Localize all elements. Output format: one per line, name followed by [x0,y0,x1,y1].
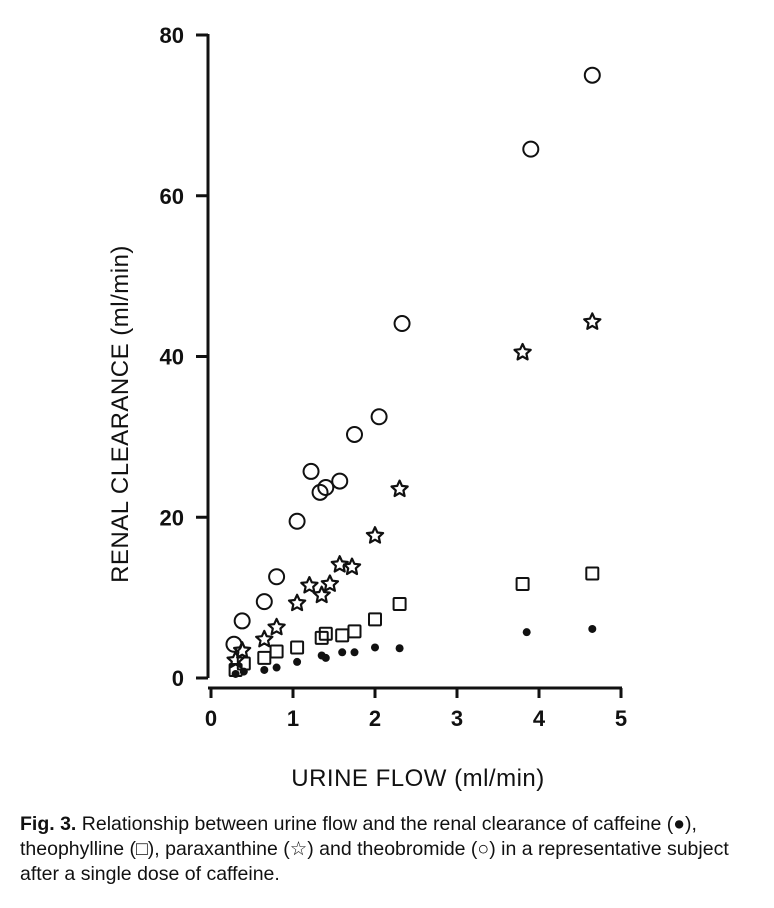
x-axis-title: URINE FLOW (ml/min) [291,765,544,792]
theophylline-point [257,650,272,665]
caption-text: Relationship between urine flow and the … [20,813,729,885]
caffeine-point [260,665,269,674]
data-points [225,66,602,678]
x-tick-label: 2 [369,706,381,731]
paraxanthine-point [342,557,362,576]
theophylline-point [314,630,329,645]
paraxanthine-point [583,312,602,330]
caffeine-point [338,648,347,657]
theophylline-point [335,628,350,643]
theobromide-point [393,315,411,333]
paraxanthine-point [267,617,286,636]
paraxanthine-point [513,342,532,361]
theophylline-point [269,644,284,659]
theophylline-point [392,597,407,612]
figure-label: Fig. 3. [20,813,77,835]
scatter-chart: 0 20 40 60 80 0 1 2 3 4 5 RENAL CLEARANCE (ml/min… [107,23,627,792]
theobromide-point [225,635,243,653]
y-tick-label: 0 [172,666,184,691]
caffeine-point [321,653,330,662]
paraxanthine-point [365,526,385,544]
caffeine-point [588,624,597,633]
theobromide-point [522,140,540,158]
x-tick-label: 3 [451,706,463,731]
caffeine-point [350,648,359,657]
theobromide-point [346,425,363,443]
theobromide-point [317,479,335,497]
caffeine-point [395,644,404,653]
theophylline-point [368,612,382,627]
y-axis-ticks: 0 20 40 60 80 [160,23,208,691]
y-tick-label: 60 [160,184,184,209]
caffeine-point [371,643,379,652]
paraxanthine-point [390,479,409,498]
theobromide-point [255,593,273,611]
x-axis-ticks: 0 1 2 3 4 5 [205,688,627,731]
theophylline-point [290,640,305,655]
paraxanthine-point [233,641,252,659]
paraxanthine-point [330,555,349,573]
y-tick-label: 20 [160,505,184,530]
theophylline-point [318,626,333,641]
y-tick-label: 80 [160,23,184,48]
x-tick-label: 1 [287,706,299,731]
theobromide-point [583,66,601,84]
x-tick-label: 0 [205,706,217,731]
figure-caption: Fig. 3. Relationship between urine flow … [20,812,760,887]
paraxanthine-point [255,629,274,648]
caffeine-point [272,663,281,672]
theobromide-point [233,612,251,630]
theobromide-point [311,483,329,501]
paraxanthine-point [312,585,331,604]
caffeine-point [522,628,531,637]
theophylline-point [515,576,530,591]
theobromide-point [302,462,320,480]
x-tick-label: 5 [615,706,627,731]
paraxanthine-point [226,650,245,669]
theobromide-point [288,512,306,530]
theobromide-point [268,568,286,586]
paraxanthine-point [287,593,307,612]
paraxanthine-point [300,575,319,594]
theobromide-point [331,472,349,490]
y-axis-title: RENAL CLEARANCE (ml/min) [107,245,134,583]
paraxanthine-point [320,574,340,592]
theophylline-point [585,566,600,581]
y-tick-label: 40 [160,345,184,370]
caffeine-point [293,657,302,666]
x-tick-label: 4 [533,706,546,731]
theophylline-point [347,624,362,639]
theobromide-point [370,408,388,426]
